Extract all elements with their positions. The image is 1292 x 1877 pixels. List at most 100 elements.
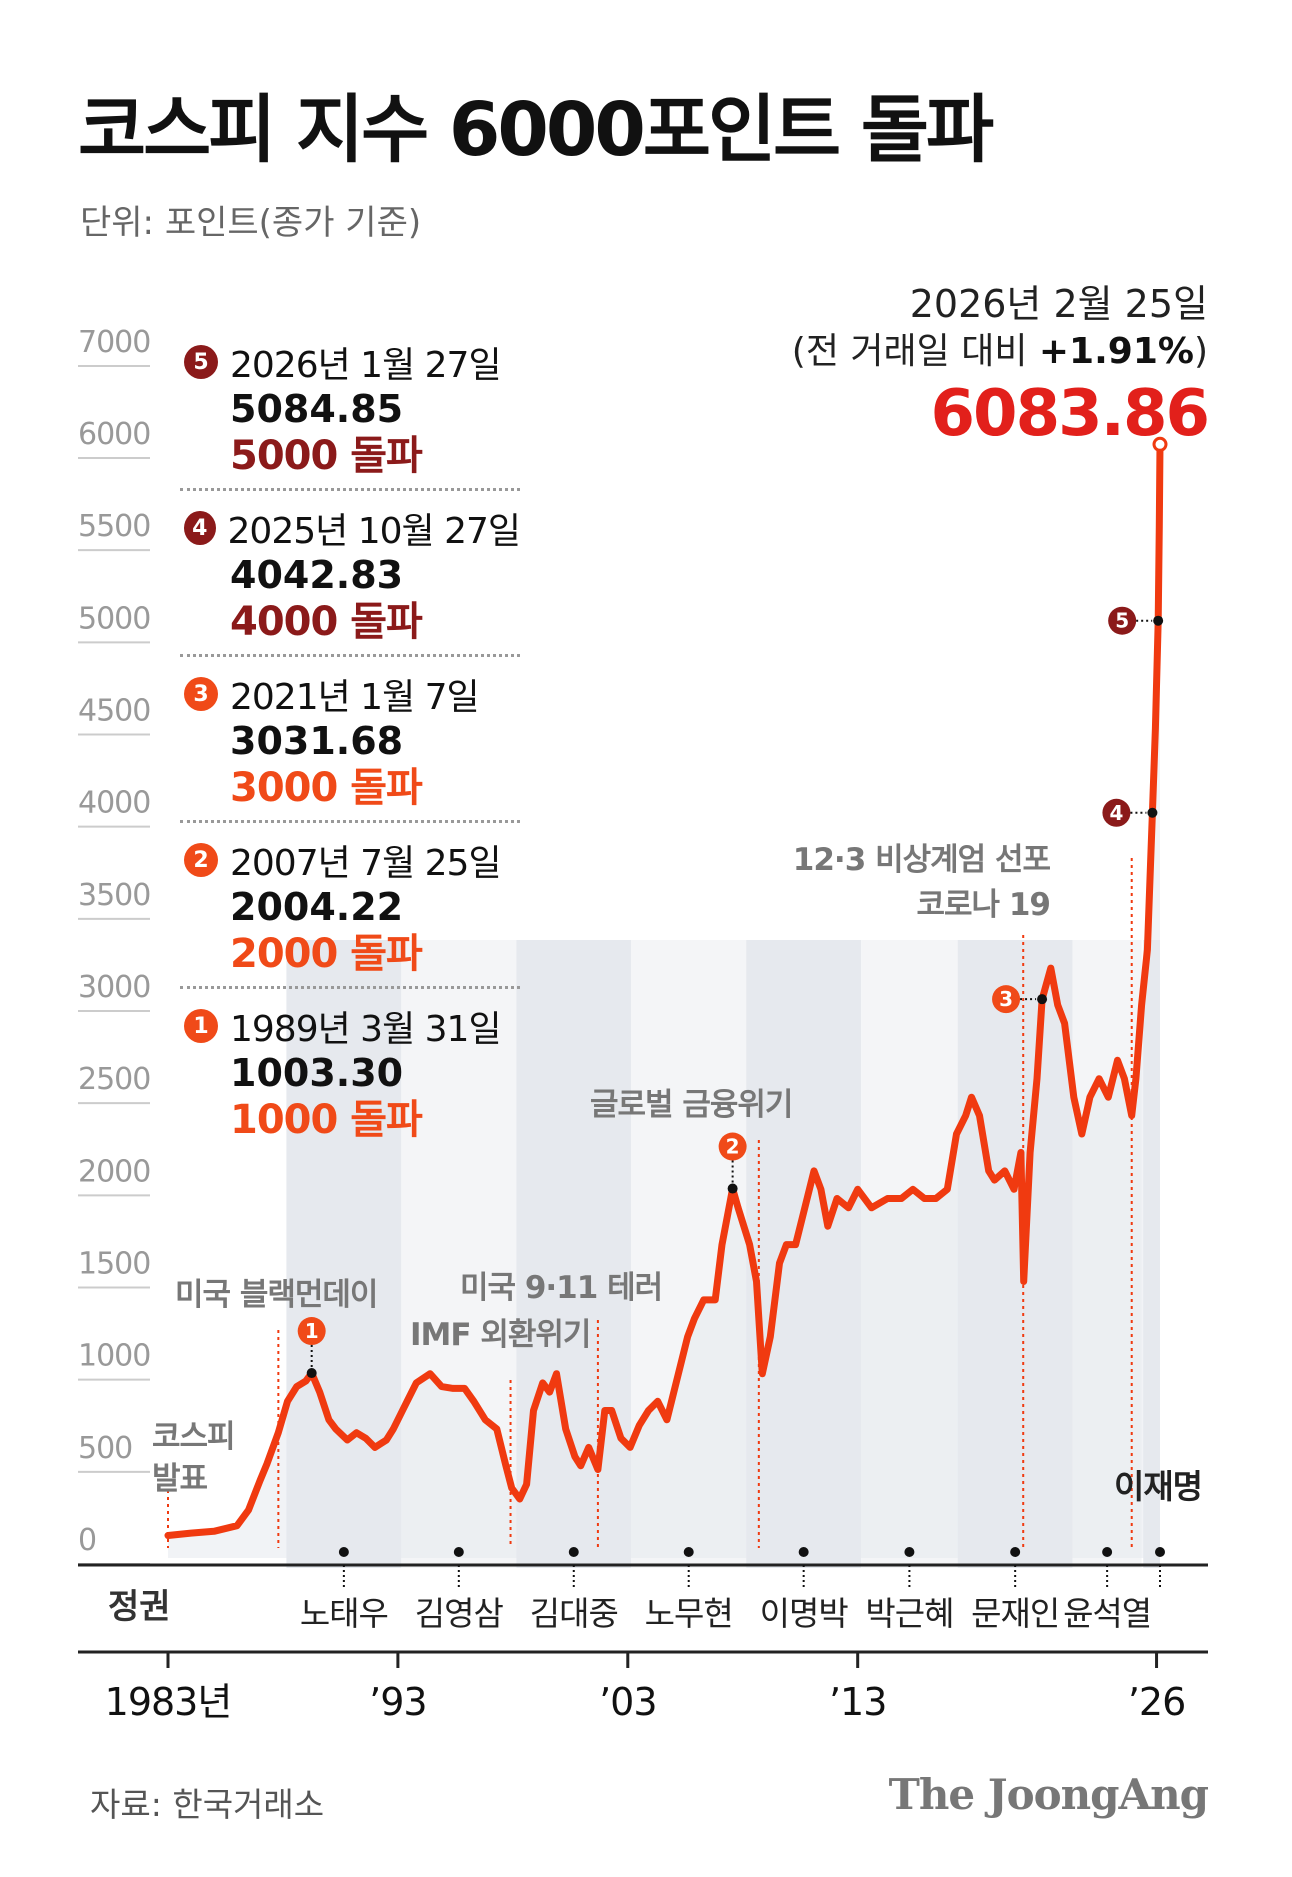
- regime-dot: [1010, 1547, 1021, 1557]
- y-tick-label: 5000: [78, 601, 150, 636]
- milestone-item: 3 2021년 1월 7일 3031.68 3000 돌파: [180, 670, 520, 823]
- regime-dot: [338, 1547, 349, 1557]
- milestone-value: 2004.22: [230, 885, 404, 929]
- milestone-number-badge: 4: [184, 511, 216, 545]
- y-tick-label: 0: [78, 1523, 96, 1558]
- y-tick-label: 3000: [78, 970, 150, 1005]
- milestone-break: 5000 돌파: [230, 433, 423, 479]
- regime-dot: [568, 1547, 579, 1557]
- milestone-break: 4000 돌파: [230, 599, 423, 645]
- regime-name: 노무현: [645, 1594, 733, 1633]
- y-tick-label: 1000: [78, 1339, 150, 1374]
- event-label: 발표: [152, 1461, 208, 1497]
- milestone-separator: [180, 488, 520, 491]
- regime-name: 이명박: [760, 1594, 849, 1633]
- event-label: 글로벌 금융위기: [590, 1087, 792, 1123]
- y-tick-label: 6000: [78, 417, 150, 452]
- milestone-badge-number: 2: [726, 1135, 740, 1159]
- milestone-break: 1000 돌파: [230, 1097, 423, 1143]
- y-tick-label: 1500: [78, 1247, 150, 1282]
- regime-label: 정권: [108, 1587, 171, 1627]
- milestone-value: 1003.30: [230, 1051, 404, 1095]
- regime-name: 윤석열: [1063, 1594, 1151, 1633]
- milestone-row: 3 2021년 1월 7일: [180, 670, 520, 718]
- y-tick-label: 5500: [78, 509, 150, 544]
- y-tick-label: 500: [78, 1431, 132, 1466]
- area-path: [168, 444, 1160, 1558]
- milestone-value: 5084.85: [230, 387, 404, 431]
- regime-dot: [904, 1547, 915, 1557]
- regime-name: 김대중: [530, 1594, 618, 1633]
- regime-axis: 정권 노태우 김영삼 김대중 노무현 이명박 박근혜 문재인 윤석열 이재명: [78, 1467, 1208, 1654]
- milestone-badge-number: 1: [305, 1319, 319, 1343]
- kospi-series-line: [164, 440, 1164, 1539]
- milestone-date: 2007년 7월 25일: [230, 843, 502, 884]
- regime-dot: [1102, 1547, 1113, 1557]
- milestone-item: 2 2007년 7월 25일 2004.22 2000 돌파: [180, 836, 520, 989]
- regime-name: 노태우: [300, 1594, 388, 1633]
- regime-name: 박근혜: [865, 1594, 953, 1633]
- x-axis: 1983년 ’93 ’03 ’13 ’26: [105, 1652, 1186, 1724]
- regime-name: 문재인: [971, 1594, 1059, 1633]
- page-title: 코스피 지수 6000포인트 돌파: [78, 87, 994, 173]
- milestone-break: 3000 돌파: [230, 765, 423, 811]
- area-fill: [168, 444, 1160, 1558]
- publisher-logo: The JoongAng: [888, 1770, 1209, 1819]
- milestone-badge: [297, 1317, 326, 1346]
- milestone-separator: [180, 654, 520, 657]
- source-label: 자료: 한국거래소: [90, 1785, 325, 1824]
- milestone-markers: 5 4 3 2 1: [297, 606, 1164, 1379]
- milestone-break: 2000 돌파: [230, 931, 423, 977]
- regime-name: 이재명: [1114, 1467, 1202, 1506]
- milestone-date: 2025년 10월 27일: [227, 511, 521, 552]
- latest-callout: 2026년 2월 25일 (전 거래일 대비 +1.91%) 6083.86: [792, 280, 1210, 452]
- milestone-item: 5 2026년 1월 27일 5084.85 5000 돌파: [180, 338, 520, 491]
- regime-dot: [798, 1547, 809, 1557]
- milestone-row: 1 1989년 3월 31일: [180, 1002, 520, 1050]
- y-tick-label: 2000: [78, 1154, 150, 1189]
- milestone-row: 4 2025년 10월 27일: [180, 504, 521, 552]
- milestone-point: [306, 1368, 317, 1379]
- milestone-number-badge: 2: [184, 843, 218, 877]
- milestone-badge-number: 4: [1109, 801, 1123, 825]
- x-tick-label: ’26: [1128, 1680, 1185, 1724]
- event-label: 코로나 19: [917, 887, 1051, 923]
- milestone-item: 4 2025년 10월 27일 4042.83 4000 돌파: [180, 504, 521, 657]
- y-tick-label: 3500: [78, 878, 150, 913]
- milestone-number-badge: 5: [184, 345, 218, 379]
- regime-dot: [683, 1547, 694, 1557]
- latest-change-suffix: ): [1193, 331, 1208, 372]
- milestone-point: [727, 1183, 738, 1194]
- milestone-item: 1 1989년 3월 31일 1003.30 1000 돌파: [180, 1002, 520, 1144]
- y-tick-label: 4500: [78, 694, 150, 729]
- x-tick-label: 1983년: [105, 1680, 232, 1724]
- milestone-point: [1153, 615, 1164, 626]
- event-label: 12·3 비상계엄 선포: [793, 842, 1051, 878]
- milestone-badge-number: 3: [999, 987, 1013, 1011]
- milestone-row: 2 2007년 7월 25일: [180, 836, 520, 884]
- milestone-number-badge: 1: [184, 1009, 218, 1043]
- milestone-date: 1989년 3월 31일: [230, 1009, 502, 1050]
- event-label: IMF 외환위기: [410, 1317, 590, 1353]
- regime-dot: [453, 1547, 464, 1557]
- milestone-value: 4042.83: [230, 553, 404, 597]
- milestone-point: [1147, 807, 1158, 818]
- milestone-badge-number: 5: [1115, 609, 1129, 633]
- y-axis: 0 500 1000 1500 2000 2500 3000 3500 4000 4500 5000…: [78, 325, 151, 1565]
- milestone-badge: [1108, 606, 1137, 635]
- milestone-number-badge: 3: [184, 677, 218, 711]
- latest-point: [1152, 436, 1168, 452]
- latest-change: (전 거래일 대비 +1.91%): [792, 328, 1208, 376]
- milestone-row: 5 2026년 1월 27일: [180, 338, 520, 386]
- milestone-badge: [718, 1132, 747, 1161]
- event-label: 미국 블랙먼데이: [175, 1277, 377, 1313]
- event-label: 코스피: [152, 1419, 235, 1455]
- latest-change-prefix: (전 거래일 대비: [791, 331, 1039, 372]
- x-tick-label: ’03: [599, 1680, 656, 1724]
- milestone-badge: [1102, 798, 1131, 827]
- y-tick-label: 4000: [78, 786, 150, 821]
- milestone-value: 3031.68: [230, 719, 404, 763]
